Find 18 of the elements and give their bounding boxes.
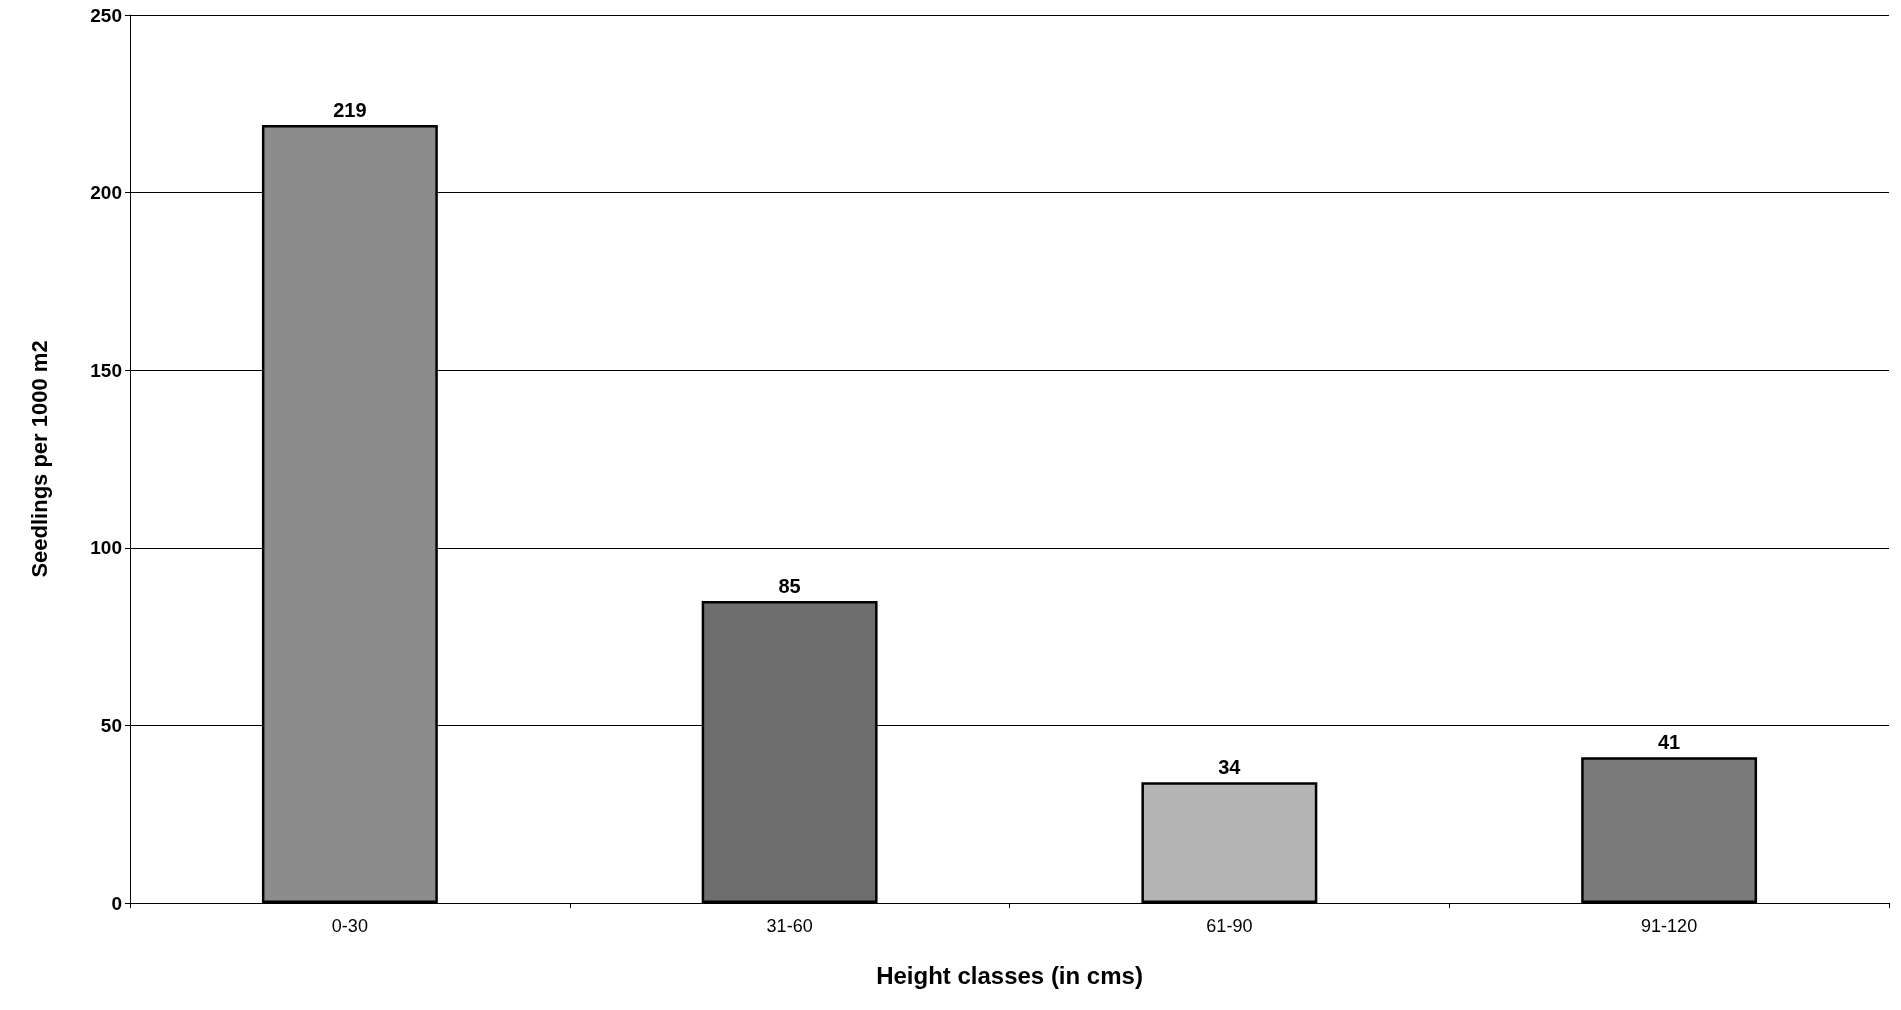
data-label: 34 xyxy=(1218,756,1242,779)
y-tick-label: 250 xyxy=(90,4,122,26)
bar xyxy=(1581,757,1758,903)
y-tick-label: 150 xyxy=(90,359,122,381)
x-tick-label: 31-60 xyxy=(766,916,813,936)
data-label: 41 xyxy=(1658,731,1681,754)
bar xyxy=(1141,782,1318,903)
y-tick-label: 200 xyxy=(90,182,122,204)
y-axis-title: Seedlings per 1000 m2 xyxy=(26,340,52,578)
data-label: 219 xyxy=(333,99,367,122)
y-tick-label: 100 xyxy=(90,537,122,559)
x-axis-title: Height classes (in cms) xyxy=(876,961,1143,989)
x-tick-label: 91-120 xyxy=(1641,916,1698,936)
data-label: 85 xyxy=(778,575,801,598)
x-tick-label: 61-90 xyxy=(1206,916,1253,936)
y-tick-label: 50 xyxy=(100,714,122,736)
y-tick-label: 0 xyxy=(111,892,122,914)
x-tick-label: 0-30 xyxy=(331,916,368,936)
